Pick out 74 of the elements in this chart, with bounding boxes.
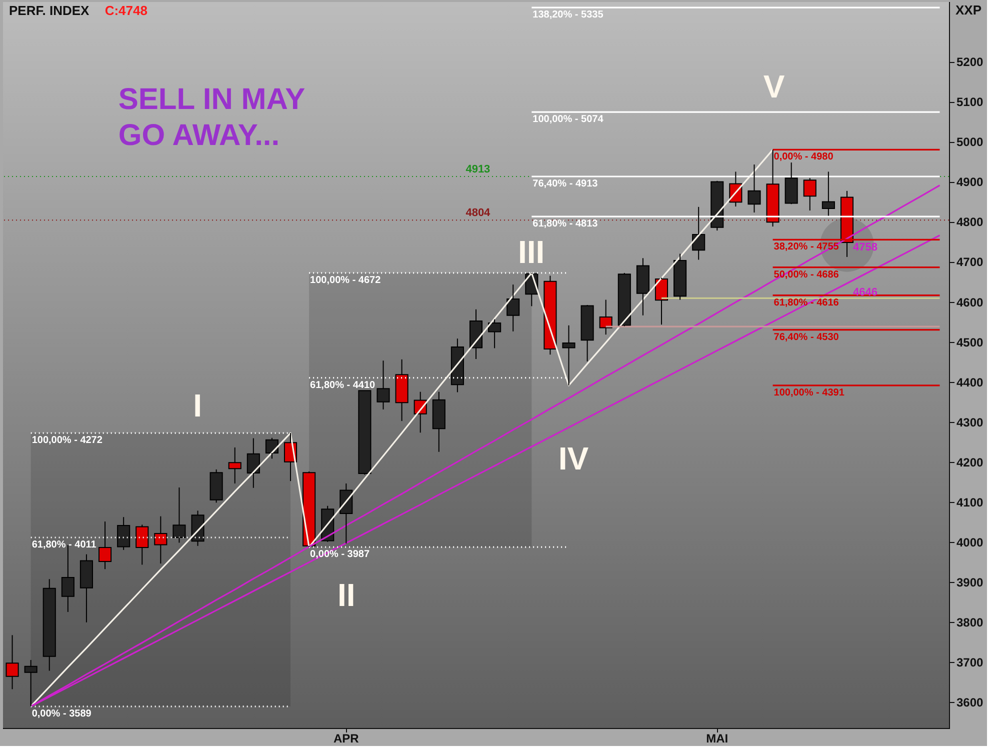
series-label: 138,20% - 5335 [532,10,604,21]
y-tick-label: 4000 [956,535,984,550]
y-tick-label: 3800 [956,615,984,630]
series-label: 0,00% - 4980 [774,152,834,163]
candlestick [692,206,706,260]
line-series [30,148,774,708]
annotation: V [763,68,786,105]
candlestick [636,258,650,316]
series-label: 100,00% - 4391 [774,387,845,398]
candlestick [748,164,761,214]
y-tick-label: 4100 [956,495,984,510]
y-tick-label: 3900 [956,575,984,590]
candlestick [246,438,260,488]
candlestick [599,299,612,336]
y-tick-label: 4400 [956,375,984,390]
candlestick [506,284,520,332]
y-tick-label: 4800 [956,215,984,230]
candlestick [154,516,168,564]
candlestick [469,308,483,360]
y-tick-label: 5200 [956,55,984,70]
candlestick [117,516,130,550]
candlestick [210,468,223,504]
annotation: SELL IN MAY GO AWAY... [118,82,306,152]
candlestick [376,360,390,410]
data-label: 4758 [852,242,878,254]
y-tick-label: 4600 [956,295,984,310]
candlestick [803,178,816,212]
chart-subtitle: C:4748 [104,3,148,18]
annotation: IV [558,440,590,476]
series-label: 100,00% - 4672 [310,274,382,286]
candlestick [172,486,186,544]
candlestick [822,171,835,216]
candlestick [98,520,112,570]
candlestick [544,275,557,356]
y-tick-label: 4700 [956,255,984,270]
series-label: 100,00% - 4272 [32,435,103,446]
series-label: 61,80% - 4011 [32,539,97,550]
series-label: 61,80% - 4813 [532,218,598,230]
y-tick-label: 4900 [956,175,984,190]
series-label: 0,00% - 3589 [32,708,92,720]
series-label: 61,80% - 4616 [774,297,840,308]
x-tick-label: APR [333,732,360,746]
candlestick [6,634,19,690]
candlestick [488,318,502,349]
candlestick [432,391,446,452]
y-tick-label: 5000 [956,135,984,150]
series-label: 100,00% - 5074 [532,114,604,126]
ref-line-label: 4913 [466,163,490,176]
candlestick [450,338,464,393]
series-label: 61,80% - 4410 [310,380,376,391]
candlestick [24,659,38,707]
series-label: 76,40% - 4530 [774,332,840,343]
y-tick-label: 4200 [956,455,984,470]
y-tick-label: 5100 [956,95,984,110]
annotation: II [338,576,356,613]
y-axis-title: XXP [956,2,982,18]
candlestick [228,446,242,484]
y-tick-label: 4500 [956,335,984,350]
y-tick-label: 3700 [956,655,984,670]
annotation: III [518,234,545,270]
ref-line-label: 4804 [466,207,492,220]
candlestick [580,304,594,362]
x-tick-label: MAI [706,732,728,746]
y-tick-label: 3600 [956,695,984,710]
candlestick [674,253,687,300]
annotation: I [193,387,202,424]
candlestick [395,358,408,422]
candlestick [80,554,93,623]
candlestick [562,324,576,386]
candlestick [42,578,56,672]
candlestick [136,524,149,566]
y-tick-label: 4300 [956,415,984,430]
chart-title: PERF. INDEX [9,3,90,18]
series-label: 76,40% - 4913 [532,178,598,190]
